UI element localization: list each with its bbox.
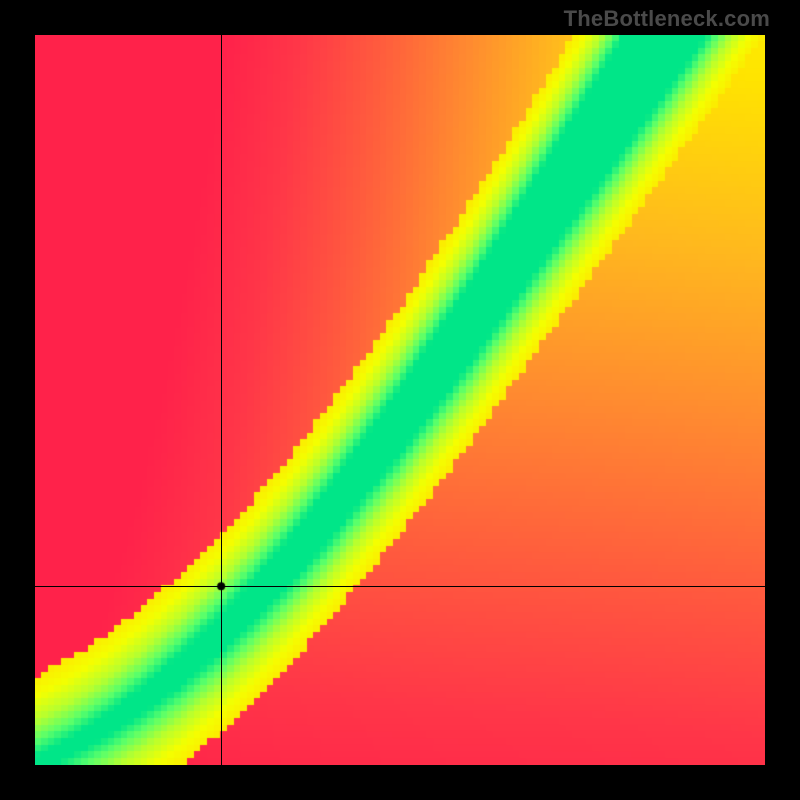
crosshair-marker <box>35 35 765 765</box>
chart-container: TheBottleneck.com <box>0 0 800 800</box>
watermark-text: TheBottleneck.com <box>564 6 770 32</box>
